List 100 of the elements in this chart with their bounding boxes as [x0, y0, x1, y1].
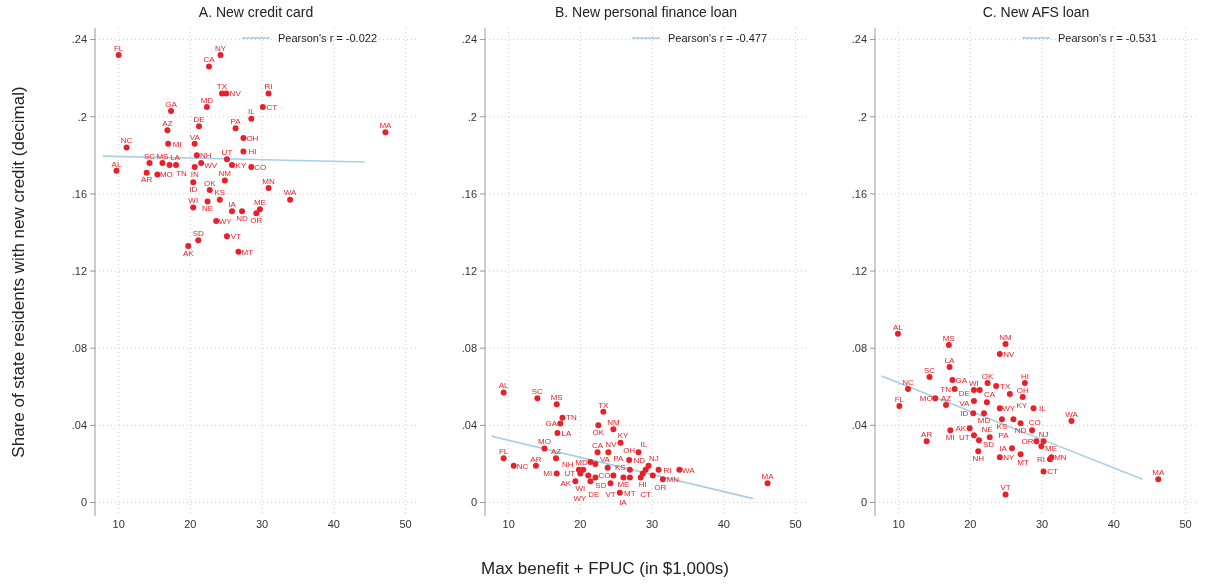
data-label: MS [156, 151, 169, 161]
data-label: DE [588, 489, 600, 499]
data-label: MI [945, 432, 955, 442]
x-tick-label: 20 [964, 518, 977, 530]
data-label: UT [564, 468, 576, 478]
data-label: IA [228, 200, 237, 210]
y-tick-label: .2 [857, 110, 867, 123]
data-label: NH [199, 151, 212, 161]
data-label: IA [619, 498, 628, 508]
data-label: WI [575, 484, 586, 494]
data-label: AZ [162, 119, 173, 129]
y-tick-label: .08 [851, 342, 867, 355]
data-label: MS [942, 333, 955, 343]
chart-title: A. New credit card [198, 4, 314, 20]
data-label: MD [200, 95, 214, 105]
data-label: GA [955, 375, 968, 385]
data-label: AR [921, 429, 933, 439]
data-label: NH [561, 460, 574, 470]
y-axis-title: Share of state residents with new credit (decimal) [9, 86, 28, 458]
data-label: MO [159, 170, 173, 180]
data-label: CT [266, 102, 278, 112]
data-label: NY [1003, 453, 1015, 463]
data-label: FL [113, 43, 124, 53]
data-label: MN [1054, 453, 1067, 463]
y-tick-label: 0 [860, 496, 867, 509]
data-label: WY [1002, 403, 1016, 413]
data-label: NH [972, 453, 985, 463]
data-label: OR [654, 482, 667, 492]
x-tick-label: 40 [327, 518, 340, 530]
x-tick-label: 20 [574, 518, 587, 530]
data-label: FL [498, 446, 509, 456]
data-label: OK [203, 178, 217, 188]
legend-label: Pearson's r = -0.531 [1058, 31, 1158, 44]
data-label: MA [379, 120, 393, 130]
data-label: NM [607, 418, 620, 427]
data-label: TN [176, 168, 188, 178]
data-label: NJ [1038, 429, 1049, 439]
y-tick-label: .24 [851, 33, 867, 46]
data-label: TN [566, 413, 577, 423]
data-label: MD [575, 457, 588, 467]
data-label: VA [959, 398, 971, 408]
data-label: MO [919, 393, 933, 403]
data-label: AR [530, 454, 542, 464]
y-tick-label: .24 [71, 33, 87, 46]
data-label: LA [561, 428, 572, 438]
data-label: TX [216, 82, 228, 92]
data-label: WA [681, 465, 696, 475]
data-label: NM [999, 332, 1013, 342]
data-label: MT [241, 247, 254, 257]
data-label: MI [172, 139, 182, 149]
x-tick-label: 10 [112, 518, 125, 530]
data-label: AL [111, 159, 122, 169]
data-label: GA [545, 419, 558, 429]
y-tick-label: .04 [71, 419, 87, 432]
data-label: SD [982, 440, 995, 450]
data-label: UT [959, 433, 970, 443]
data-label: CT [640, 489, 651, 499]
data-label: OH [246, 133, 259, 143]
data-label: WI [188, 196, 199, 206]
data-label: IL [1039, 403, 1047, 413]
data-label: SC [923, 365, 936, 375]
data-label: OK [981, 371, 995, 381]
y-tick-label: .2 [467, 110, 477, 123]
y-tick-label: .12 [71, 264, 87, 277]
data-label: WV [204, 160, 218, 170]
chart-title: B. New personal finance loan [554, 4, 738, 20]
y-tick-label: 0 [470, 496, 477, 509]
data-label: FL [894, 394, 905, 404]
data-label: OH [623, 445, 636, 455]
data-label: NV [605, 440, 618, 450]
data-label: NV [1003, 349, 1015, 359]
y-tick-label: .08 [71, 342, 87, 355]
legend-label: Pearson's r = -0.477 [668, 31, 768, 44]
data-label: ME [253, 198, 266, 208]
data-label: IL [640, 440, 648, 450]
data-label: ID [189, 185, 198, 195]
data-label: CT [1047, 467, 1058, 477]
data-label: OR [1021, 436, 1034, 446]
data-label: NE [202, 204, 214, 214]
data-label: WI [969, 378, 979, 388]
data-label: LA [944, 355, 956, 365]
data-label: MN [666, 475, 680, 485]
data-label: KY [1016, 400, 1028, 410]
data-label: ID [960, 408, 969, 418]
data-label: VT [1000, 483, 1011, 493]
y-tick-label: .12 [461, 264, 477, 277]
data-label: VA [599, 455, 611, 465]
x-tick-label: 40 [1107, 518, 1120, 530]
data-label: OK [592, 428, 605, 438]
y-tick-label: 0 [80, 496, 87, 509]
data-label: UT [221, 147, 233, 157]
y-tick-label: .12 [851, 264, 867, 277]
data-label: NY [214, 43, 227, 53]
data-label: OH [1016, 385, 1029, 395]
data-label: MN [262, 176, 275, 186]
data-label: ME [1044, 444, 1057, 454]
data-label: KS [214, 188, 226, 198]
data-label: CA [592, 441, 604, 451]
y-tick-label: .16 [461, 187, 477, 200]
data-label: TN [940, 384, 952, 394]
